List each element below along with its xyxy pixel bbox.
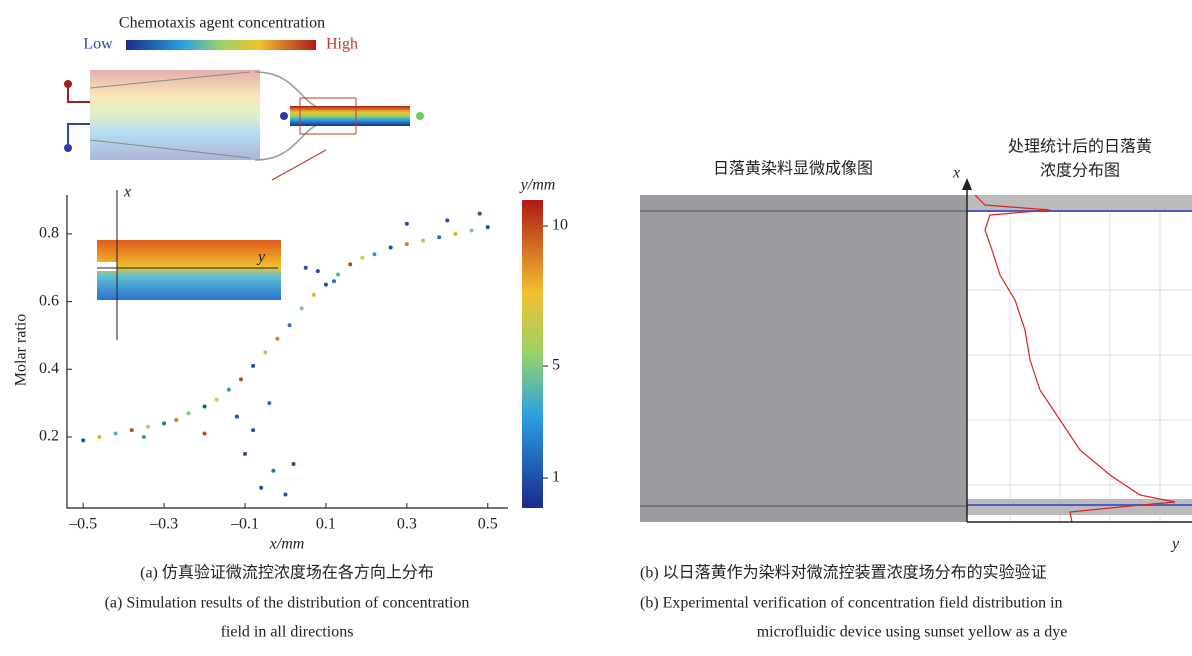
gradient-bar xyxy=(126,40,316,50)
point xyxy=(445,218,450,223)
point xyxy=(141,434,146,439)
x-tick-label: –0.5 xyxy=(68,516,97,533)
point xyxy=(243,451,248,456)
point xyxy=(174,418,179,423)
point xyxy=(267,401,272,406)
point xyxy=(186,411,191,416)
point xyxy=(162,421,167,426)
point xyxy=(315,269,320,274)
x-tick-label: –0.1 xyxy=(230,516,259,533)
point xyxy=(291,462,296,467)
y-axis-label: Molar ratio xyxy=(13,314,30,386)
concentration-plot: x y xyxy=(952,165,1192,553)
point xyxy=(275,336,280,341)
point xyxy=(234,414,239,419)
colorbar-label: y/mm xyxy=(519,177,556,194)
microfluidic-schematic xyxy=(64,70,424,181)
point xyxy=(311,292,316,297)
caption: (a) 仿真验证微流控浓度场在各方向上分布 xyxy=(140,564,434,582)
point xyxy=(97,434,102,439)
point xyxy=(360,255,365,260)
x-axis-label: x/mm xyxy=(269,536,305,553)
diagram-title: Chemotaxis agent concentration xyxy=(119,15,325,32)
point xyxy=(336,272,341,277)
point xyxy=(437,235,442,240)
point xyxy=(202,431,207,436)
point xyxy=(404,242,409,247)
point xyxy=(421,238,426,243)
inset-y-label: y xyxy=(256,249,266,266)
y-axis-label: y xyxy=(1170,536,1180,553)
y-tick-label: 0.2 xyxy=(39,428,59,445)
x-axis-label: x xyxy=(952,165,960,182)
point xyxy=(283,492,288,497)
image-title: 日落黄染料显微成像图 xyxy=(713,160,873,178)
point xyxy=(348,262,353,267)
point xyxy=(113,431,118,436)
y-tick-label: 0.6 xyxy=(39,292,59,309)
colorbar-tick-label: 10 xyxy=(552,217,568,234)
inset: x y xyxy=(97,184,281,340)
colorbar-tick-label: 1 xyxy=(552,469,560,486)
microscope-image xyxy=(640,195,967,522)
point xyxy=(404,221,409,226)
point xyxy=(202,404,207,409)
point xyxy=(388,245,393,250)
x-tick-label: 0.3 xyxy=(397,516,417,533)
y-tick-label: 0.8 xyxy=(39,225,59,242)
point xyxy=(214,397,219,402)
point xyxy=(259,485,264,490)
caption: microfluidic device using sunset yellow … xyxy=(757,624,1068,641)
caption: (b) 以日落黄作为染料对微流控装置浓度场分布的实验验证 xyxy=(640,564,1047,582)
axes xyxy=(66,195,508,509)
point xyxy=(251,363,256,368)
x-tick-label: –0.3 xyxy=(149,516,178,533)
point xyxy=(263,350,268,355)
y-tick-label: 0.4 xyxy=(39,360,59,377)
point xyxy=(129,428,134,433)
point xyxy=(251,428,256,433)
point xyxy=(477,211,482,216)
point xyxy=(453,231,458,236)
point xyxy=(323,282,328,287)
inset-x-label: x xyxy=(123,184,131,201)
high-label: High xyxy=(326,36,358,53)
caption: field in all directions xyxy=(221,624,354,641)
colorbar xyxy=(522,200,543,508)
point xyxy=(226,387,231,392)
point xyxy=(303,265,308,270)
point xyxy=(469,228,474,233)
point xyxy=(271,468,276,473)
caption: (a) Simulation results of the distributi… xyxy=(105,595,470,612)
point xyxy=(299,306,304,311)
caption: (b) Experimental verification of concent… xyxy=(640,595,1063,612)
low-label: Low xyxy=(83,36,113,53)
colorbar-tick-label: 5 xyxy=(552,357,560,374)
point xyxy=(287,323,292,328)
point xyxy=(332,279,337,284)
point xyxy=(485,225,490,230)
x-tick-label: 0.1 xyxy=(316,516,336,533)
point xyxy=(145,424,150,429)
plot-title-line: 浓度分布图 xyxy=(1040,162,1120,180)
point xyxy=(372,252,377,257)
x-tick-label: 0.5 xyxy=(478,516,498,533)
point xyxy=(81,438,86,443)
point xyxy=(238,377,243,382)
plot-title-line: 处理统计后的日落黄 xyxy=(1008,138,1152,156)
